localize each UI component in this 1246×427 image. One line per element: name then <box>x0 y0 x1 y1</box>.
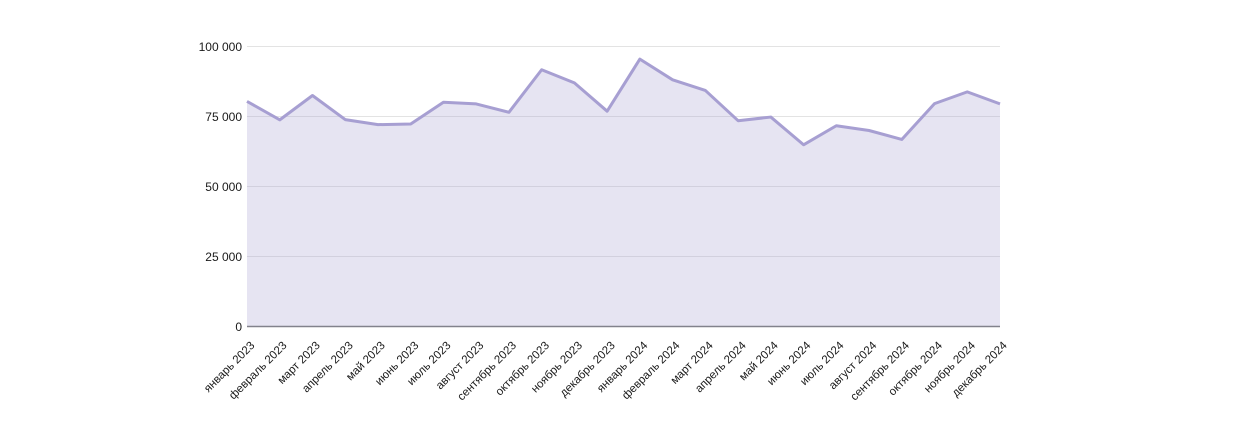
y-axis-tick-label: 100 000 <box>198 39 242 54</box>
y-axis-tick-label: 25 000 <box>205 249 242 264</box>
y-axis-tick-label: 0 <box>235 319 242 334</box>
y-axis-tick-label: 50 000 <box>205 179 242 194</box>
trend-line <box>246 57 1001 147</box>
area-fill <box>247 59 1000 327</box>
y-axis-tick-label: 75 000 <box>205 109 242 124</box>
